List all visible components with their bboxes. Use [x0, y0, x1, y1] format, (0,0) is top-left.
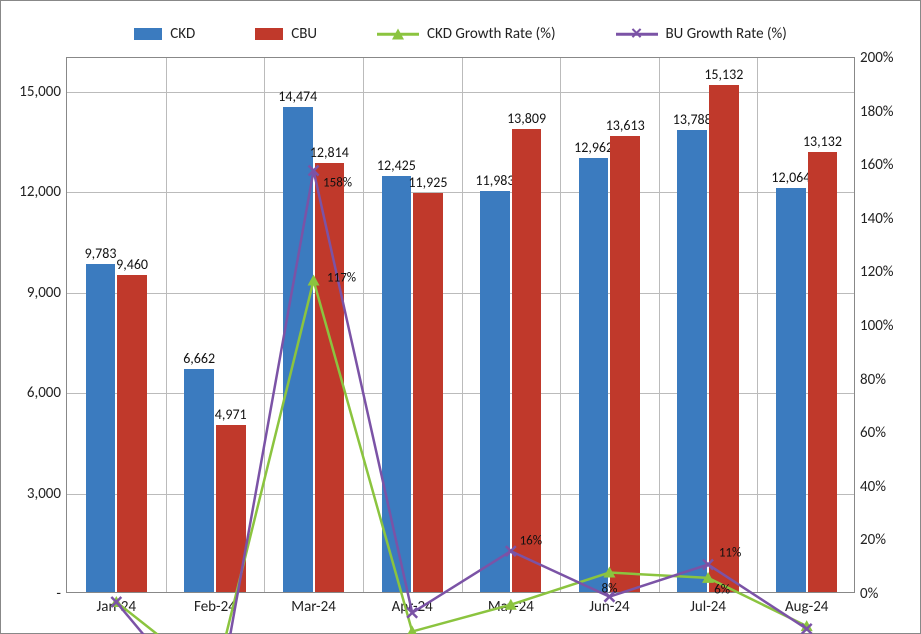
legend-swatch — [255, 28, 283, 40]
legend-line-swatch: ✕ — [616, 26, 658, 42]
line-value-label: 117% — [327, 271, 356, 286]
y-right-tick-label: 160% — [854, 156, 894, 174]
line-overlay — [67, 58, 856, 594]
legend-line-swatch — [377, 26, 419, 42]
y-left-tick-label: - — [56, 585, 67, 603]
series-marker — [506, 546, 516, 556]
y-right-tick-label: 200% — [854, 49, 894, 67]
y-left-tick-label: 9,000 — [27, 284, 67, 302]
plot-area: -3,0006,0009,00012,00015,0000%20%40%60%8… — [66, 57, 855, 593]
legend-label: BU Growth Rate (%) — [666, 25, 787, 43]
y-right-tick-label: 100% — [854, 317, 894, 335]
x-tick-label: Aug-24 — [785, 592, 828, 616]
x-tick-label: Feb-24 — [194, 592, 236, 616]
legend-label: CKD Growth Rate (%) — [427, 25, 556, 43]
y-right-tick-label: 180% — [854, 103, 894, 121]
legend-swatch — [134, 28, 162, 40]
y-right-tick-label: 140% — [854, 210, 894, 228]
line-value-label: 16% — [520, 534, 542, 549]
y-left-tick-label: 15,000 — [19, 83, 67, 101]
plot-box: -3,0006,0009,00012,00015,0000%20%40%60%8… — [66, 57, 855, 593]
legend-item: CKD — [134, 25, 195, 43]
line-value-label: 6% — [714, 582, 730, 597]
y-right-tick-label: 80% — [854, 371, 886, 389]
chart-container: CKD CBU CKD Growth Rate (%) ✕ BU Growth Rate… — [0, 0, 921, 634]
x-tick-label: Mar-24 — [291, 592, 336, 616]
y-left-tick-label: 3,000 — [27, 485, 67, 503]
legend: CKD CBU CKD Growth Rate (%) ✕ BU Growth Rate… — [1, 19, 920, 49]
series-marker — [308, 274, 320, 285]
y-right-tick-label: 120% — [854, 263, 894, 281]
line-value-label: 8% — [601, 581, 617, 596]
legend-label: CKD — [170, 25, 195, 43]
y-right-tick-label: 60% — [854, 424, 886, 442]
series-line — [116, 171, 806, 634]
y-right-tick-label: 40% — [854, 478, 886, 496]
legend-label: CBU — [291, 25, 317, 43]
line-value-label: 11% — [719, 545, 741, 560]
y-left-tick-label: 6,000 — [27, 384, 67, 402]
line-value-label: 158% — [323, 175, 352, 190]
y-right-tick-label: 0% — [854, 585, 878, 603]
legend-item: CKD Growth Rate (%) — [377, 25, 556, 43]
y-right-tick-label: 20% — [854, 531, 886, 549]
legend-item: ✕ BU Growth Rate (%) — [616, 25, 787, 43]
y-left-tick-label: 12,000 — [19, 183, 67, 201]
legend-item: CBU — [255, 25, 317, 43]
